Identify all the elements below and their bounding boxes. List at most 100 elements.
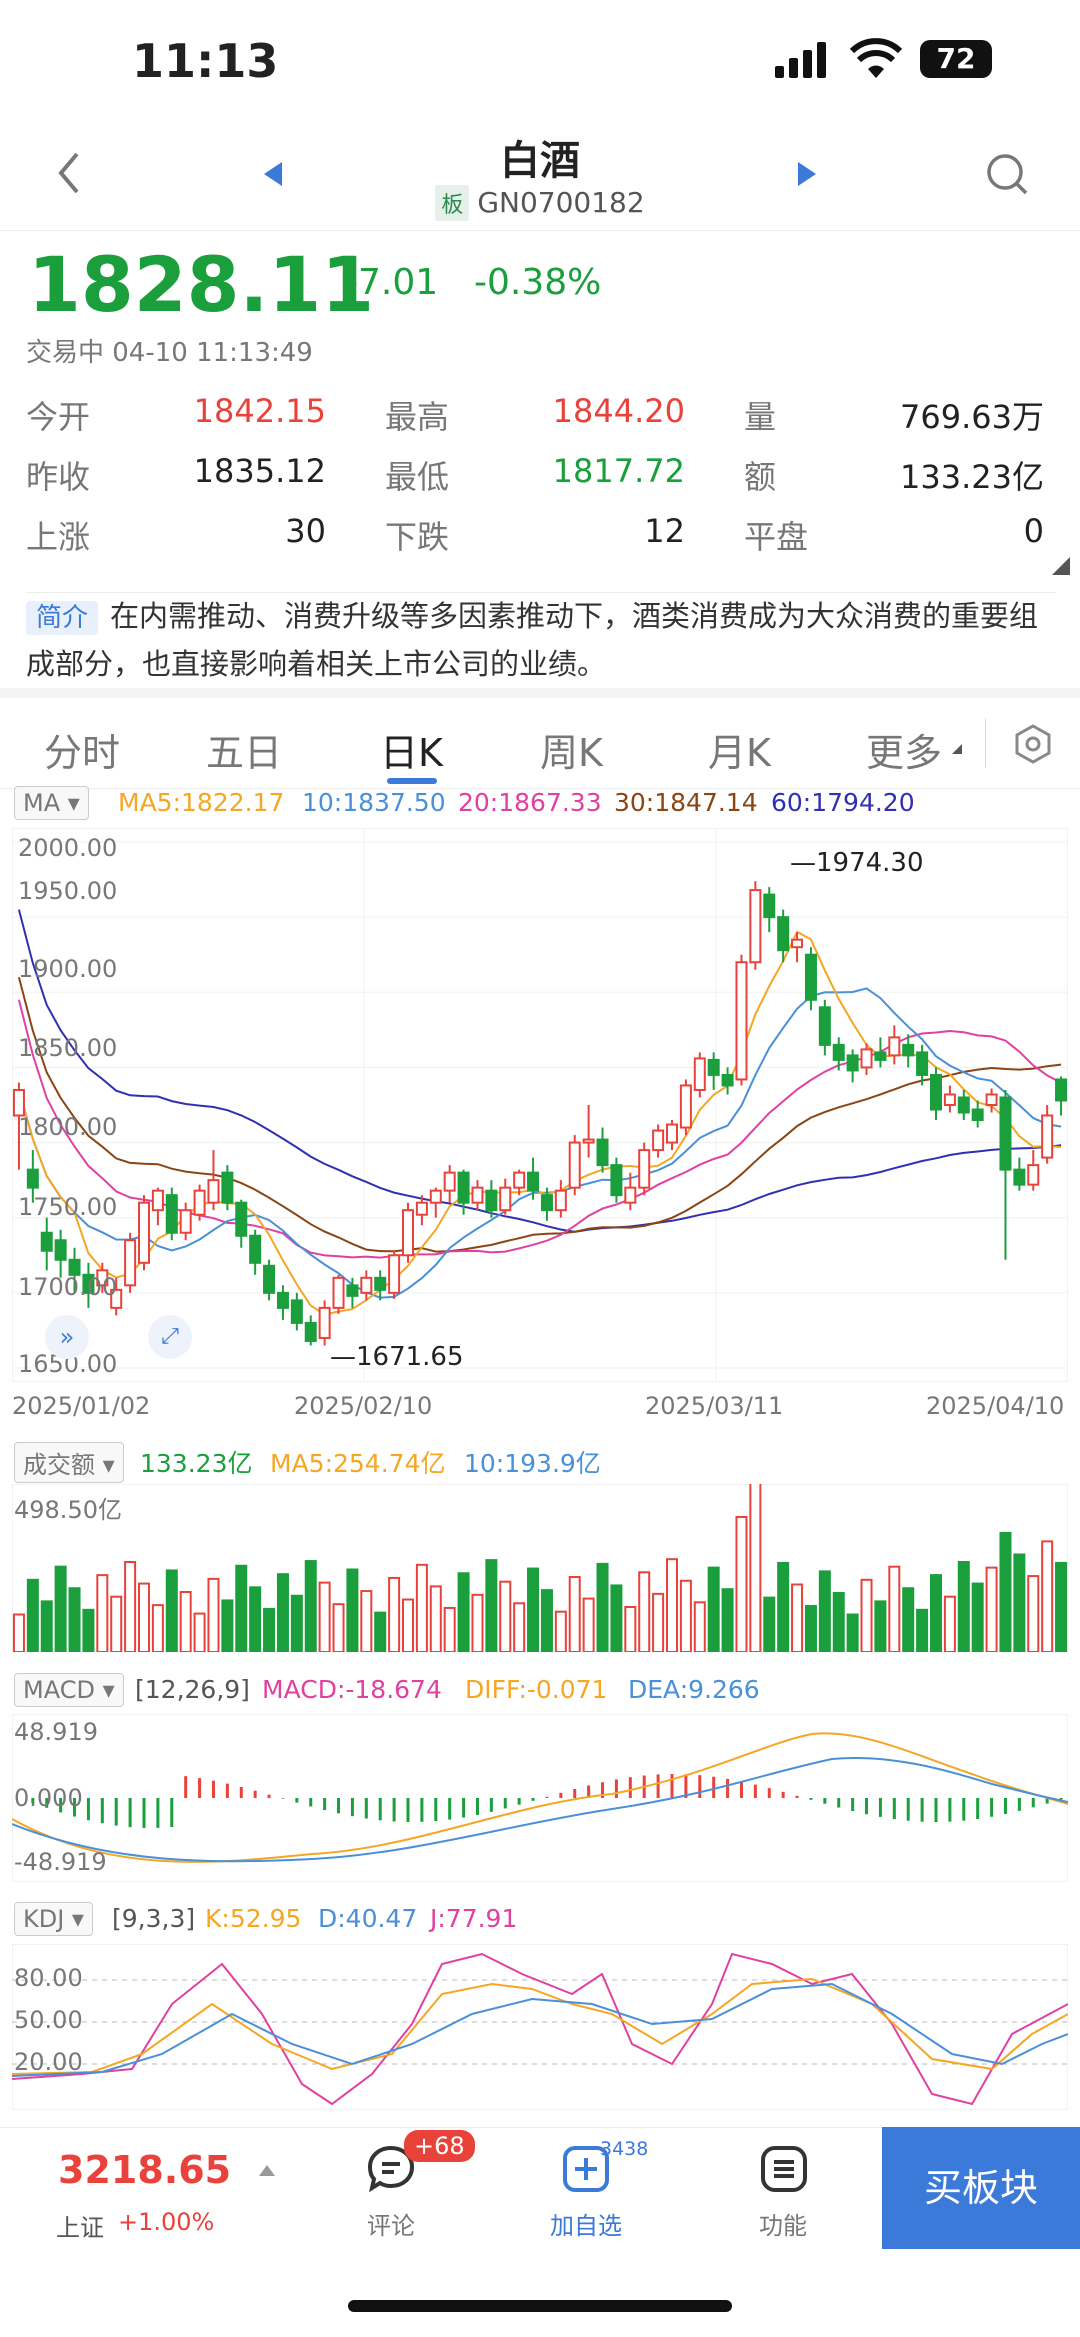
high-label: —1974.30 [790,848,924,878]
y-tick: 1700.00 [18,1273,118,1301]
fullscreen-icon[interactable]: ⤢ [148,1315,192,1359]
macd-chart[interactable] [12,1714,1068,1882]
wifi-icon [850,38,902,78]
intro-section[interactable]: 简介 在内需推动、消费升级等多因素推动下，酒类消费成为大众消费的重要组成部分，也直… [26,592,1056,687]
status-bar: 11:13 72 [0,0,1080,120]
candle [791,938,804,949]
volume-bar [1013,1553,1026,1652]
watch-label[interactable]: 加自选 [550,2212,622,2240]
status-time: 11:13 [132,34,279,88]
tab-more[interactable]: 更多 [866,731,943,775]
volume-bar [985,1566,998,1652]
candle [499,1186,512,1212]
volume-bar [304,1560,317,1652]
index-name: 上证 [56,2214,104,2242]
volume-bar [999,1531,1012,1652]
kdj-params: [9,3,3] [112,1904,196,1933]
volume-bar [429,1585,442,1652]
battery-level: 72 [936,42,976,75]
price-change-pct: -0.38% [474,262,602,303]
stat-label: 昨收 [26,458,91,496]
volume-bar [40,1600,53,1652]
volume-bar [665,1558,679,1652]
volume-bar [652,1592,665,1652]
ma-selector-label: MA [23,789,61,817]
kdj-selector[interactable]: KDJ ▾ [14,1902,93,1936]
candle [513,1171,526,1189]
function-label[interactable]: 功能 [759,2212,807,2240]
volume-bar [457,1572,470,1652]
candle [137,1201,151,1264]
tab-monthly-k[interactable]: 月K [708,731,771,775]
candle [54,1239,67,1261]
kline-chart[interactable] [12,828,1068,1382]
volume-bar [318,1581,331,1652]
volume-selector[interactable]: 成交额 ▾ [14,1442,124,1483]
stat-value: 30 [285,512,326,550]
volume-bar [12,1613,25,1652]
candle [388,1254,401,1294]
index-value[interactable]: 3218.65 [58,2148,232,2192]
candle [151,1189,164,1212]
volume-bar [707,1566,720,1652]
kdj-d: D:40.47 [318,1904,418,1933]
comment-icon[interactable] [366,2144,416,2194]
function-menu-icon[interactable] [760,2145,808,2193]
volume-bar [610,1584,623,1652]
scroll-forward-icon[interactable]: » [45,1315,89,1359]
candle [554,1189,567,1212]
ma-selector[interactable]: MA ▾ [14,786,89,820]
candle [179,1209,192,1234]
search-icon[interactable] [985,152,1029,196]
settings-icon[interactable] [1013,724,1053,764]
volume-bar [929,1574,943,1652]
volume-bar [582,1597,595,1652]
volume-value: 133.23亿 [140,1449,253,1478]
add-watchlist-icon[interactable] [562,2145,610,2193]
candle [457,1171,470,1204]
candle [999,1096,1012,1171]
candle [735,961,748,1081]
trade-status: 交易中 04-10 11:13:49 [26,338,313,368]
candle [721,1073,734,1087]
candle [957,1096,970,1114]
price-change: -7.01 [345,262,439,303]
volume-chart[interactable] [12,1484,1068,1652]
macd-dea: DEA:9.266 [628,1675,760,1704]
volume-bar [249,1586,262,1652]
kdj-chart[interactable] [12,1944,1068,2110]
tab-intraday[interactable]: 分时 [44,731,121,775]
ma60-label: 60:1794.20 [771,788,915,817]
stat-value: 1842.15 [193,392,326,430]
volume-bar [471,1593,484,1652]
high-label-value: 1974.30 [816,848,924,878]
volume-bar [1055,1561,1068,1652]
candle [610,1164,623,1197]
prev-sector-icon[interactable] [262,160,284,188]
volume-bar [388,1576,401,1652]
volume-bar [735,1516,748,1652]
volume-bar [82,1608,95,1652]
volume-bar [276,1573,289,1652]
next-sector-icon[interactable] [796,160,818,188]
candle [860,1048,873,1069]
volume-bar [957,1561,970,1652]
back-icon[interactable] [55,150,85,196]
volume-bar [207,1577,220,1652]
volume-ma10: 10:193.9亿 [464,1449,601,1478]
index-change: +1.00% [118,2208,215,2236]
stat-label: 下跌 [385,518,450,556]
x-date: 2025/02/10 [294,1392,433,1420]
index-expand-icon[interactable] [258,2163,276,2177]
candle [527,1171,540,1192]
buy-sector-button[interactable]: 买板块 [882,2127,1080,2249]
expand-corner-icon[interactable] [1050,555,1072,577]
tab-five-day[interactable]: 五日 [206,731,283,775]
macd-selector[interactable]: MACD ▾ [14,1673,124,1707]
candle [12,1088,25,1117]
tab-daily-k[interactable]: 日K [380,731,443,775]
volume-bar [624,1606,637,1652]
candle [1027,1164,1040,1186]
tab-weekly-k[interactable]: 周K [540,731,603,775]
comments-label[interactable]: 评论 [367,2212,415,2240]
